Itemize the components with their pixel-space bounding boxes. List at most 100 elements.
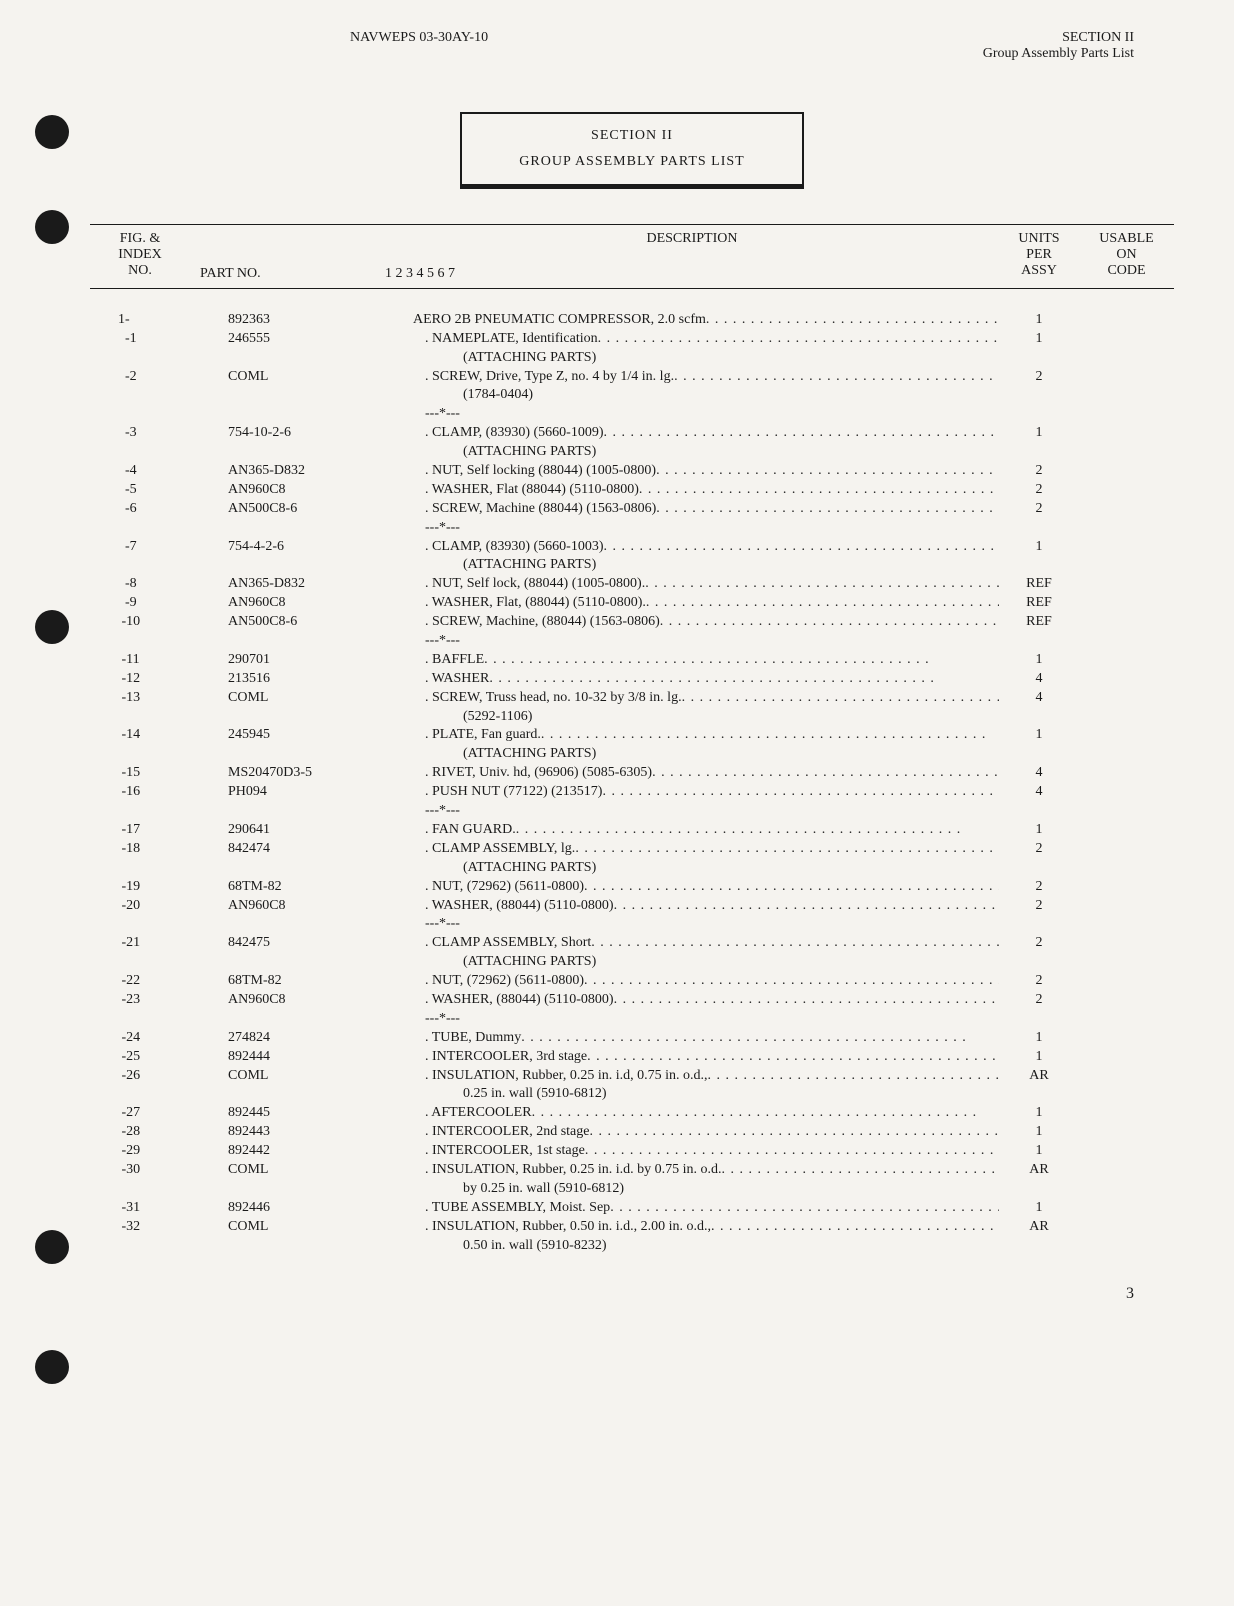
cell-code (1079, 500, 1174, 519)
sub-line: (5292-1106) (413, 708, 532, 727)
cell-units: 4 (999, 670, 1079, 689)
cell-code (1079, 462, 1174, 481)
desc-text: . SCREW, Machine, (88044) (1563-0806) (413, 613, 660, 632)
cell-index (90, 443, 218, 462)
table-row: -20AN960C8. WASHER, (88044) (5110-0800)2 (90, 897, 1174, 916)
col-units-l3: ASSY (999, 263, 1079, 279)
cell-index: -1 (90, 330, 218, 349)
cell-code (1079, 1048, 1174, 1067)
leader-dots (711, 1218, 999, 1237)
page-number: 3 (90, 1285, 1174, 1303)
cell-description: . NUT, (72962) (5611-0800) (403, 878, 999, 897)
table-row: -2COML. SCREW, Drive, Type Z, no. 4 by 1… (90, 368, 1174, 387)
cell-description: . CLAMP, (83930) (5660-1009) (403, 424, 999, 443)
cell-units: 1 (999, 1142, 1079, 1161)
cell-code (1079, 443, 1174, 462)
cell-part: AN500C8-6 (218, 613, 403, 632)
title-line2: GROUP ASSEMBLY PARTS LIST (472, 154, 792, 170)
cell-code (1079, 575, 1174, 594)
cell-part (218, 632, 403, 651)
cell-units (999, 745, 1079, 764)
leader-dots (660, 613, 999, 632)
header-right: SECTION II Group Assembly Parts List (983, 30, 1134, 62)
separator: ---*--- (413, 632, 460, 651)
cell-code (1079, 613, 1174, 632)
leader-dots (656, 500, 999, 519)
cell-description: . NAMEPLATE, Identification (403, 330, 999, 349)
cell-part: AN960C8 (218, 991, 403, 1010)
cell-part: 842475 (218, 934, 403, 953)
page-header: NAVWEPS 03-30AY-10 SECTION II Group Asse… (90, 30, 1174, 62)
desc-text: . TUBE, Dummy (413, 1029, 521, 1048)
cell-index: -26 (90, 1067, 218, 1086)
table-row: ---*--- (90, 405, 1174, 424)
cell-part (218, 1010, 403, 1029)
cell-part: 892363 (218, 311, 403, 330)
table-row: -9AN960C8. WASHER, Flat, (88044) (5110-0… (90, 594, 1174, 613)
cell-description: . WASHER, (88044) (5110-0800) (403, 897, 999, 916)
sub-line: (1784-0404) (413, 386, 533, 405)
leader-dots (521, 1029, 999, 1048)
punch-hole (35, 210, 69, 244)
cell-units: 2 (999, 897, 1079, 916)
cell-part (218, 386, 403, 405)
cell-description: ---*--- (403, 1010, 999, 1029)
table-row: 0.25 in. wall (5910-6812) (90, 1085, 1174, 1104)
cell-description: (ATTACHING PARTS) (403, 745, 999, 764)
cell-units (999, 349, 1079, 368)
leader-dots (587, 1048, 999, 1067)
cell-index: -15 (90, 764, 218, 783)
cell-code (1079, 594, 1174, 613)
cell-description: . SCREW, Machine, (88044) (1563-0806) (403, 613, 999, 632)
cell-index: -6 (90, 500, 218, 519)
parts-table-body: 1-892363AERO 2B PNEUMATIC COMPRESSOR, 2.… (90, 311, 1174, 1256)
cell-part (218, 859, 403, 878)
desc-text: . NUT, Self lock, (88044) (1005-0800). (413, 575, 645, 594)
cell-units (999, 405, 1079, 424)
desc-text: . SCREW, Machine (88044) (1563-0806) (413, 500, 656, 519)
cell-units (999, 386, 1079, 405)
cell-units: 1 (999, 821, 1079, 840)
table-row: -32COML. INSULATION, Rubber, 0.50 in. i.… (90, 1218, 1174, 1237)
doc-id: NAVWEPS 03-30AY-10 (350, 30, 488, 62)
desc-text: . WASHER, (88044) (5110-0800) (413, 991, 614, 1010)
cell-description: . CLAMP ASSEMBLY, Short (403, 934, 999, 953)
cell-description: ---*--- (403, 632, 999, 651)
table-row: -12213516. WASHER4 (90, 670, 1174, 689)
leader-dots (722, 1161, 999, 1180)
cell-units (999, 915, 1079, 934)
col-index-header: FIG. & INDEX NO. (90, 231, 190, 282)
cell-index: -20 (90, 897, 218, 916)
desc-text: . BAFFLE (413, 651, 484, 670)
cell-code (1079, 1010, 1174, 1029)
cell-units: 2 (999, 500, 1079, 519)
attaching-parts-label: (ATTACHING PARTS) (413, 349, 596, 368)
leader-dots (602, 783, 999, 802)
cell-part (218, 953, 403, 972)
cell-units: 1 (999, 726, 1079, 745)
cell-units: 1 (999, 651, 1079, 670)
table-row: -17290641. FAN GUARD.1 (90, 821, 1174, 840)
cell-index (90, 405, 218, 424)
cell-index (90, 386, 218, 405)
leader-dots (532, 1104, 999, 1123)
cell-code (1079, 915, 1174, 934)
leader-dots (591, 934, 999, 953)
cell-units: 2 (999, 462, 1079, 481)
table-row: -27892445. AFTERCOOLER1 (90, 1104, 1174, 1123)
cell-part (218, 1180, 403, 1199)
table-row: (ATTACHING PARTS) (90, 556, 1174, 575)
cell-description: ---*--- (403, 405, 999, 424)
desc-text: . WASHER, (88044) (5110-0800) (413, 897, 614, 916)
cell-part: AN960C8 (218, 594, 403, 613)
cell-part: 892442 (218, 1142, 403, 1161)
desc-text: . INSULATION, Rubber, 0.25 in. i.d, 0.75… (413, 1067, 708, 1086)
cell-units: 4 (999, 689, 1079, 708)
leader-dots (541, 726, 999, 745)
cell-description: . SCREW, Truss head, no. 10-32 by 3/8 in… (403, 689, 999, 708)
cell-description: . CLAMP ASSEMBLY, lg. (403, 840, 999, 859)
cell-units: REF (999, 594, 1079, 613)
cell-description: . NUT, Self locking (88044) (1005-0800) (403, 462, 999, 481)
col-desc-l1: DESCRIPTION (385, 231, 999, 247)
cell-code (1079, 538, 1174, 557)
